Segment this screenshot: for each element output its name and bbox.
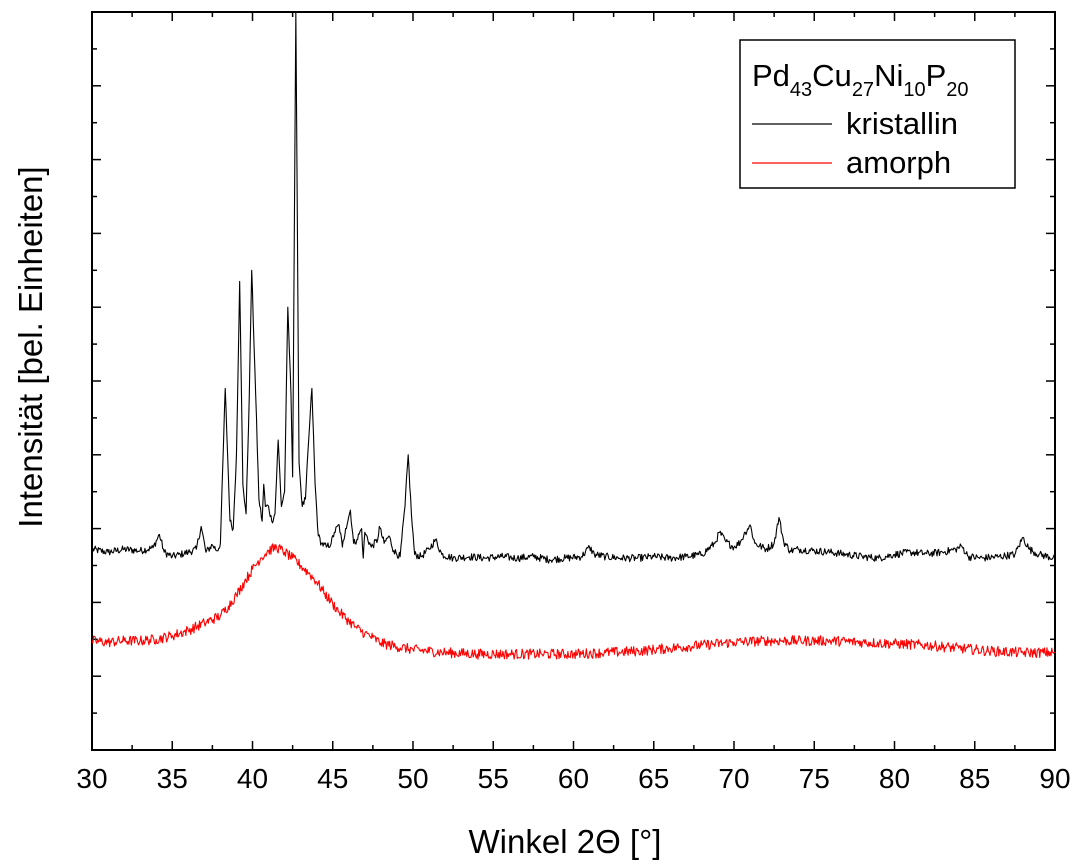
x-tick-label: 60 xyxy=(558,763,589,794)
series-line-kristallin xyxy=(91,11,1056,564)
x-tick-label: 90 xyxy=(1039,763,1070,794)
legend-label-amorph: amorph xyxy=(846,145,951,180)
x-tick-label: 35 xyxy=(157,763,188,794)
legend: Pd43Cu27Ni10P20 kristallin amorph xyxy=(739,39,1016,189)
x-tick-label: 30 xyxy=(76,763,107,794)
legend-box xyxy=(739,39,1016,189)
y-axis-ticks xyxy=(92,11,1055,751)
x-tick-label: 70 xyxy=(718,763,749,794)
x-tick-label: 55 xyxy=(478,763,509,794)
x-tick-label: 80 xyxy=(879,763,910,794)
legend-label-kristallin: kristallin xyxy=(846,106,958,141)
x-tick-label: 75 xyxy=(799,763,830,794)
legend-title: Pd43Cu27Ni10P20 xyxy=(752,58,969,101)
x-axis-label: Winkel 2Θ [°] xyxy=(469,823,662,860)
y-axis-label: Intensität [bel. Einheiten] xyxy=(12,166,49,527)
x-tick-label: 85 xyxy=(959,763,990,794)
x-tick-label: 40 xyxy=(237,763,268,794)
series-layer xyxy=(91,11,1056,660)
x-tick-label: 65 xyxy=(638,763,669,794)
x-tick-label: 45 xyxy=(317,763,348,794)
x-axis-ticks: 30 35 40 45 50 55 60 65 70 75 80 85 90 xyxy=(76,12,1071,794)
x-tick-label: 50 xyxy=(397,763,428,794)
series-line-amorph xyxy=(91,543,1056,660)
